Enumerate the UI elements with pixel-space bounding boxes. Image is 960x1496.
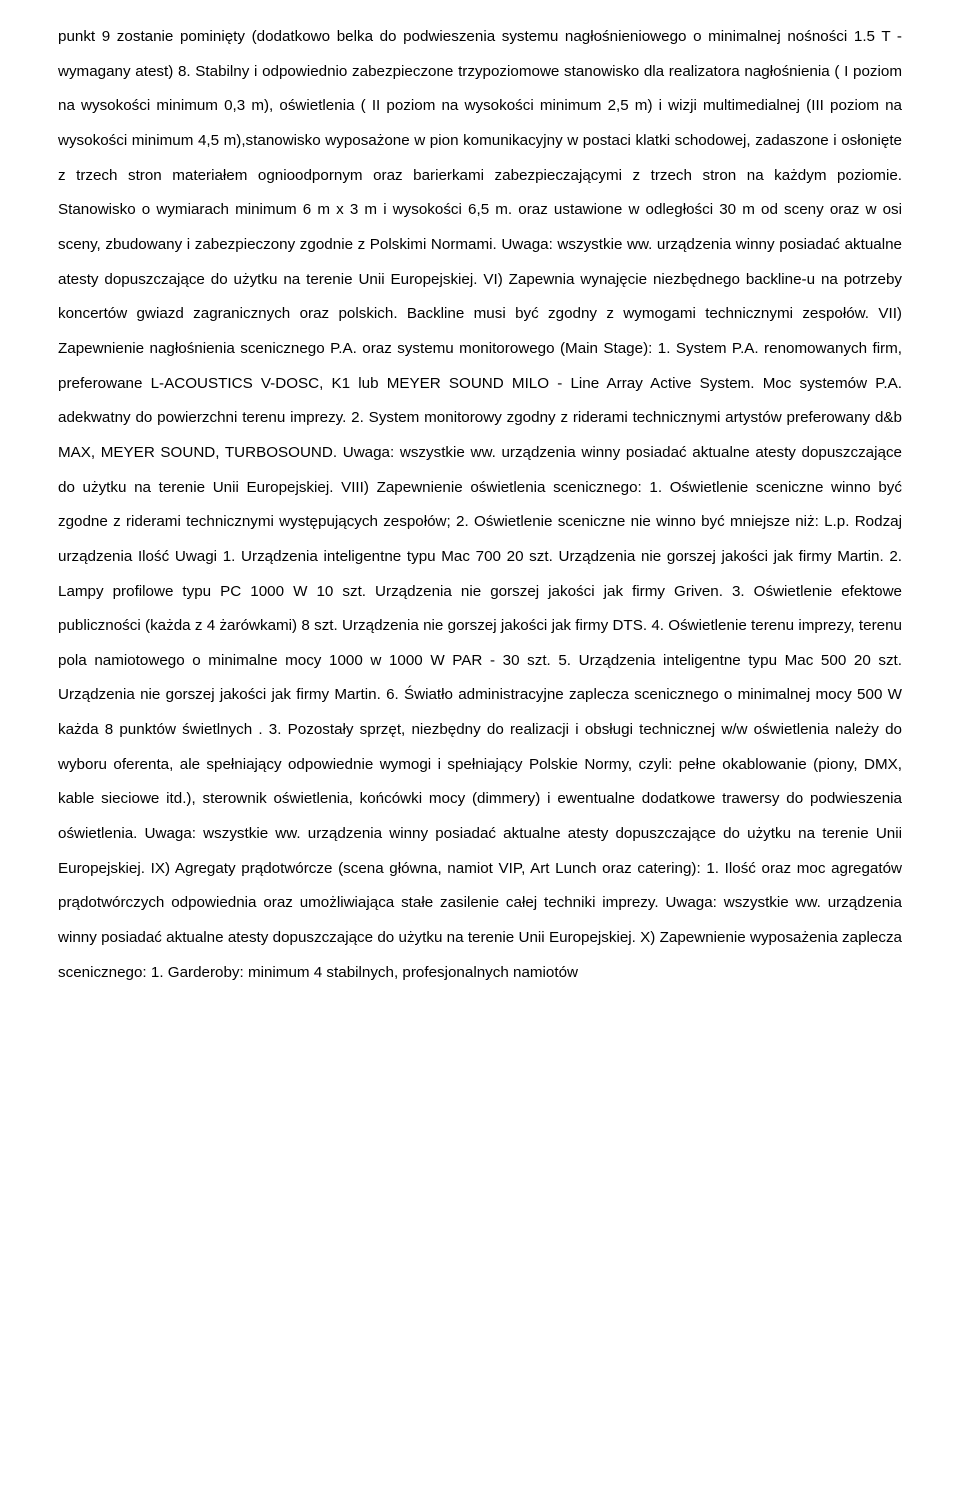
document-body-text: punkt 9 zostanie pominięty (dodatkowo be… (58, 20, 902, 990)
